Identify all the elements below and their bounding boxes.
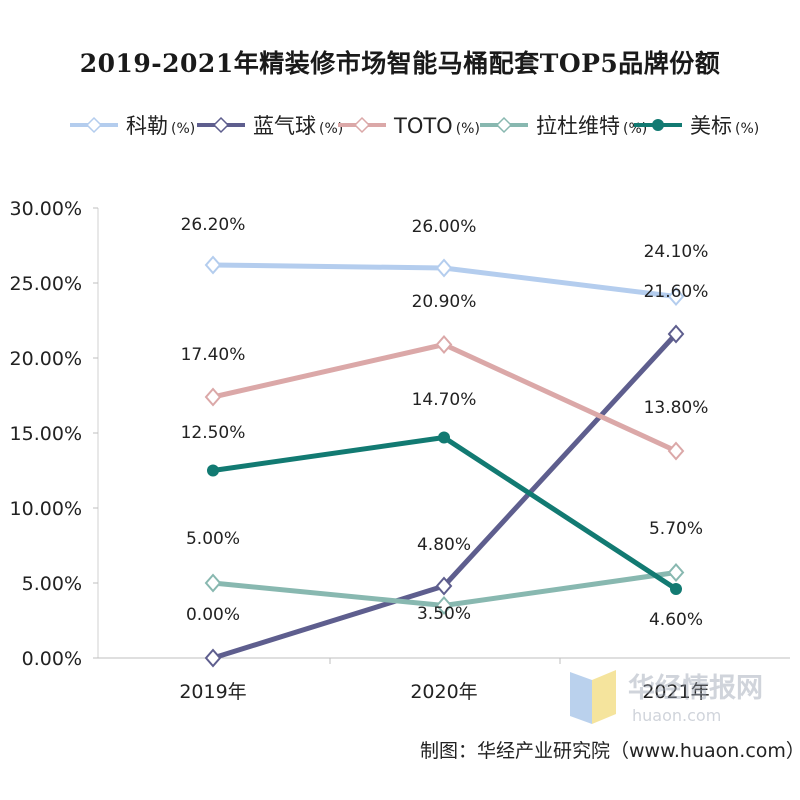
data-point xyxy=(435,576,453,596)
data-label: 4.80% xyxy=(417,535,471,555)
data-point xyxy=(204,387,222,407)
x-tick-label: 2019年 xyxy=(179,681,246,703)
watermark-logo-icon xyxy=(570,670,616,724)
y-tick-label: 0.00% xyxy=(22,648,82,670)
legend-label: 科勒 (%) xyxy=(126,114,195,138)
data-label: 26.20% xyxy=(181,215,246,235)
x-tick-label: 2021年 xyxy=(642,681,709,703)
watermark-text: 华经情报网 xyxy=(628,673,763,704)
y-tick-label: 25.00% xyxy=(10,273,82,295)
data-point xyxy=(435,334,453,355)
source-note: 制图：华经产业研究院（www.huaon.com） xyxy=(420,740,800,762)
legend-label: TOTO (%) xyxy=(393,114,480,138)
data-label: 0.00% xyxy=(186,605,240,625)
legend-marker xyxy=(495,116,513,134)
legend-marker xyxy=(652,119,664,131)
y-tick-label: 15.00% xyxy=(10,423,82,445)
data-label: 12.50% xyxy=(181,423,246,443)
y-tick-label: 20.00% xyxy=(10,348,82,370)
y-tick-label: 30.00% xyxy=(10,198,82,220)
series-line xyxy=(212,435,678,592)
legend-label: 拉杜维特 (%) xyxy=(536,114,647,138)
legend-label: 美标 (%) xyxy=(690,114,759,138)
data-point xyxy=(204,255,222,275)
chart-title: 2019-2021年精装修市场智能马桶配套TOP5品牌份额 xyxy=(79,49,721,78)
data-label: 21.60% xyxy=(644,282,709,302)
data-point xyxy=(670,583,682,595)
data-label: 20.90% xyxy=(412,292,477,312)
data-point xyxy=(204,573,222,593)
watermark-url: huaon.com xyxy=(632,706,722,725)
data-label: 3.50% xyxy=(417,604,471,624)
y-tick-label: 10.00% xyxy=(10,498,82,520)
data-label: 26.00% xyxy=(412,217,477,237)
data-labels: 26.20% 26.00% 24.10% 0.00% 4.80% 21.60% 17.40%… xyxy=(181,215,709,630)
data-label: 4.60% xyxy=(649,610,703,630)
data-label: 24.10% xyxy=(644,242,709,262)
series-layer xyxy=(204,255,685,668)
legend: 科勒 (%) 蓝气球 (%) TOTO (%) 拉杜维特 (%) 美标 (%) xyxy=(70,114,759,138)
legend-marker xyxy=(212,116,230,134)
data-label: 5.00% xyxy=(186,529,240,549)
data-point xyxy=(204,648,222,668)
x-tick-label: 2020年 xyxy=(410,681,477,703)
data-label: 17.40% xyxy=(181,345,246,365)
data-point xyxy=(435,258,453,278)
data-label: 5.70% xyxy=(649,519,703,539)
y-tick-label: 5.00% xyxy=(22,573,82,595)
data-point xyxy=(667,441,685,461)
data-point xyxy=(438,431,450,444)
data-point xyxy=(667,324,685,344)
data-point xyxy=(667,286,685,307)
data-point xyxy=(435,595,453,616)
legend-marker xyxy=(85,116,103,134)
legend-marker xyxy=(353,116,371,134)
data-point xyxy=(667,562,685,583)
data-point xyxy=(207,464,219,477)
data-label: 14.70% xyxy=(412,390,477,410)
legend-label: 蓝气球 (%) xyxy=(253,114,343,138)
data-label: 13.80% xyxy=(644,398,709,418)
